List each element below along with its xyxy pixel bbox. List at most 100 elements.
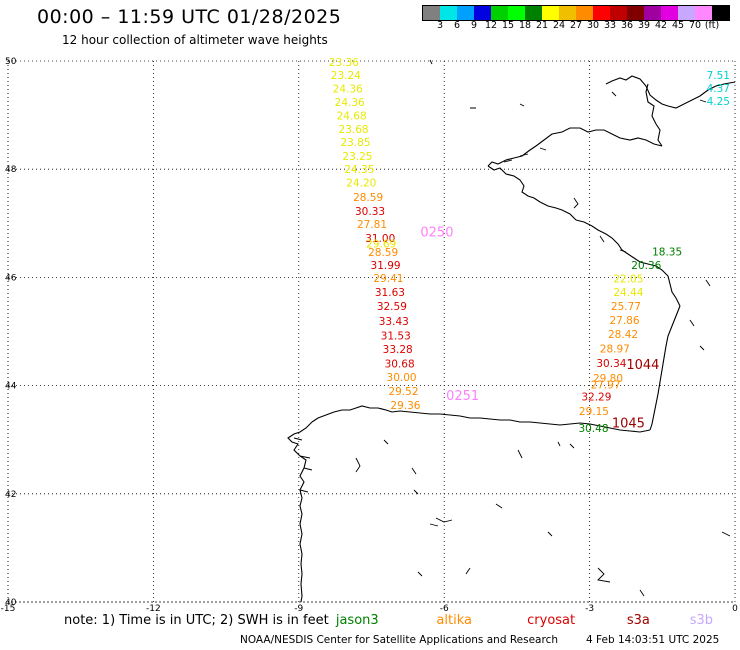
swh-value: 24.36 xyxy=(335,97,365,109)
colorbar-label: 30 xyxy=(586,20,600,31)
swh-value: 25.77 xyxy=(611,301,641,313)
swh-value: 33.28 xyxy=(383,344,413,356)
swh-value: 23.25 xyxy=(342,151,372,163)
coast-france-normandy xyxy=(605,75,736,109)
x-tick-label: -9 xyxy=(294,604,303,612)
coast-ria-inlets xyxy=(293,437,313,493)
swh-value: 4.25 xyxy=(707,96,730,108)
colorbar-label: 6 xyxy=(453,20,461,31)
swh-value: 7.51 xyxy=(707,70,730,82)
swh-value: 24.35 xyxy=(344,164,374,176)
coast-biscay-east xyxy=(649,305,681,431)
swh-value: 27.86 xyxy=(609,315,639,327)
colorbar-swatch xyxy=(491,6,508,20)
credit-line: NOAA/NESDIS Center for Satellite Applica… xyxy=(240,634,558,646)
swh-value: 24.36 xyxy=(333,84,363,96)
islands xyxy=(429,147,547,527)
colorbar-swatch xyxy=(576,6,593,20)
swh-value: 29.52 xyxy=(388,386,418,398)
swh-value: 28.42 xyxy=(608,329,638,341)
footnote: note: 1) Time is in UTC; 2) SWH is in fe… xyxy=(64,613,329,628)
colorbar-label: 21 xyxy=(535,20,549,31)
swh-value: 24.44 xyxy=(613,287,643,299)
swh-value: 29.69 xyxy=(366,238,396,250)
swh-value: 32.59 xyxy=(377,301,407,313)
colorbar-swatch xyxy=(627,6,644,20)
colorbar-label: 45 xyxy=(671,20,685,31)
pass-id-label: 0250 xyxy=(420,225,453,240)
chart-title: 00:00 – 11:59 UTC 01/28/2025 xyxy=(37,6,342,28)
coast-brittany-south xyxy=(575,219,681,307)
colorbar-labels: 3 6 9 12 15 18 21 24 27 30 33 36 39 42 45 70 (ft) xyxy=(422,20,740,32)
inland-lakes xyxy=(429,59,711,351)
coast-brittany-north xyxy=(487,127,663,167)
swh-value: 23.68 xyxy=(339,124,369,136)
x-tick-label: 0 xyxy=(732,604,738,612)
swh-value: 29.41 xyxy=(373,273,403,285)
inland-rivers-spain xyxy=(355,439,731,597)
legend-s3a: s3a xyxy=(626,613,650,628)
colorbar-swatch xyxy=(644,6,661,20)
swh-value: 27.81 xyxy=(357,219,387,231)
swh-value: 24.68 xyxy=(337,111,367,123)
timestamp: 4 Feb 14:03:51 UTC 2025 xyxy=(586,634,720,646)
axis-tick-labels: -15 -12 -9 -6 -3 0 40 42 44 46 48 50 xyxy=(1,57,738,612)
colorbar-label: 12 xyxy=(484,20,498,31)
coast-spain-north xyxy=(311,405,651,433)
swh-value: 4.37 xyxy=(707,83,730,95)
map-frame xyxy=(7,61,735,603)
colorbar-swatch xyxy=(661,6,678,20)
swh-value: 31.63 xyxy=(375,287,405,299)
y-tick-label: 40 xyxy=(5,598,17,608)
swh-value: 29.15 xyxy=(579,406,609,418)
swh-value: 28.59 xyxy=(368,247,398,259)
swh-value: 31.00 xyxy=(365,233,395,245)
x-tick-label: -6 xyxy=(440,604,449,612)
pass-labels: 0250 0251 1044 1045 xyxy=(420,225,659,431)
swh-value: 31.99 xyxy=(371,260,401,272)
colorbar-swatch xyxy=(440,6,457,20)
swh-value: 23.24 xyxy=(331,70,361,82)
pass-id-label: 1044 xyxy=(626,358,659,373)
swh-value: 30.34 xyxy=(596,358,626,370)
swh-value: 32.29 xyxy=(581,391,611,403)
colorbar-label: (ft) xyxy=(704,20,720,31)
swh-value: 18.35 xyxy=(652,246,682,258)
y-tick-label: 50 xyxy=(5,57,17,67)
colorbar-swatch xyxy=(457,6,474,20)
swh-value: 30.68 xyxy=(385,358,415,370)
colorbar-swatch xyxy=(474,6,491,20)
colorbar-label: 42 xyxy=(654,20,668,31)
x-tick-label: -3 xyxy=(585,604,594,612)
colorbar-swatch xyxy=(542,6,559,20)
swh-value: 24.20 xyxy=(346,178,376,190)
colorbar-label: 18 xyxy=(518,20,532,31)
x-tick-label: -15 xyxy=(1,604,16,612)
colorbar-swatch xyxy=(678,6,695,20)
colorbar-swatch xyxy=(695,6,712,20)
swh-value: 33.43 xyxy=(379,316,409,328)
coast-brittany-west xyxy=(487,165,577,221)
map-grid xyxy=(7,60,736,603)
swh-value: 28.97 xyxy=(600,343,630,355)
swh-value: 22.05 xyxy=(613,273,643,285)
colorbar-label: 27 xyxy=(569,20,583,31)
swh-value: 30.48 xyxy=(578,423,608,435)
chart-subtitle: 12 hour collection of altimeter wave hei… xyxy=(62,33,328,47)
colorbar-label: 39 xyxy=(637,20,651,31)
colorbar-swatch xyxy=(423,6,440,20)
swh-value: 30.00 xyxy=(387,372,417,384)
colorbar-label: 70 xyxy=(688,20,702,31)
pass-id-label: 0251 xyxy=(446,389,479,404)
legend-cryosat: cryosat xyxy=(527,613,576,628)
y-tick-label: 46 xyxy=(5,273,17,283)
swh-value: 20.36 xyxy=(631,260,661,272)
colorbar-label: 15 xyxy=(501,20,515,31)
pass-id-label: 1045 xyxy=(612,416,645,431)
swh-value: 29.36 xyxy=(390,400,420,412)
y-tick-label: 48 xyxy=(5,165,17,175)
x-tick-label: -12 xyxy=(146,604,161,612)
colorbar-swatch xyxy=(593,6,610,20)
colorbar-label: 9 xyxy=(470,20,478,31)
